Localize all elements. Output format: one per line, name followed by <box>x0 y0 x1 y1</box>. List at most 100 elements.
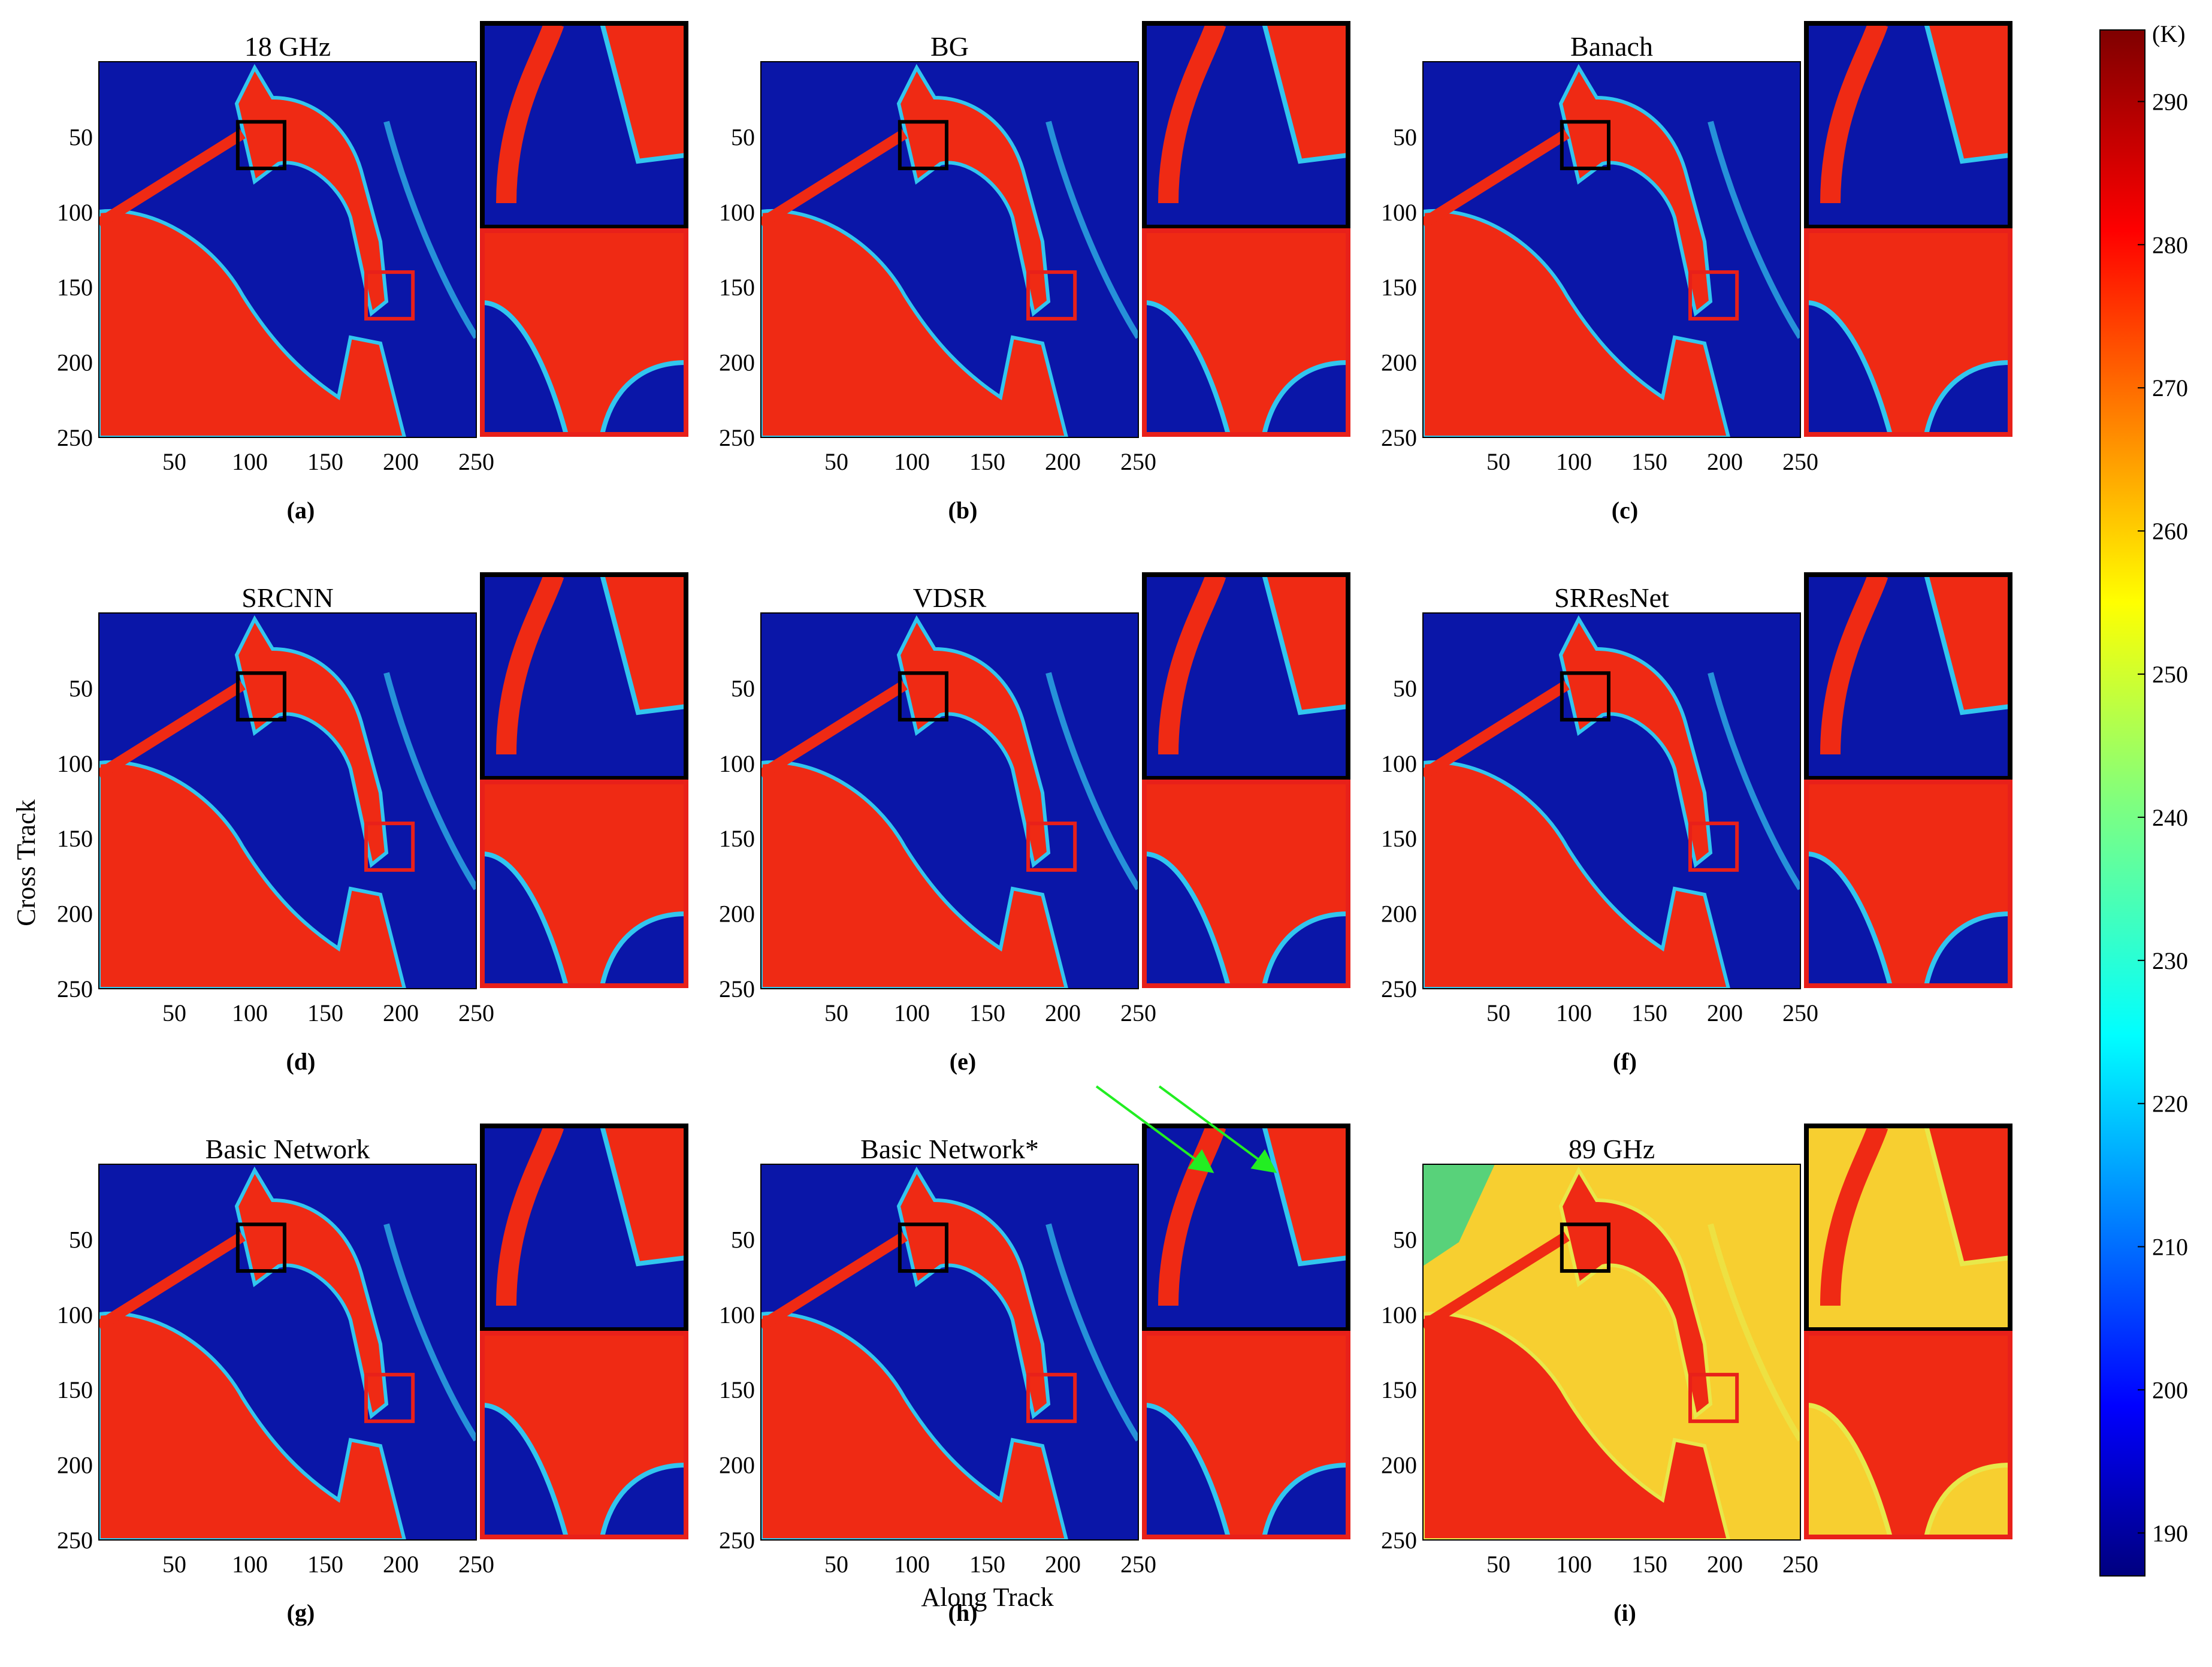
panel-c-x-tick: 200 <box>1707 448 1743 475</box>
colorbar-tick: 190 <box>2152 1520 2188 1547</box>
panel-b-x-tick: 50 <box>824 448 848 475</box>
panel-d-inset-black <box>480 572 688 781</box>
panel-c-label: (c) <box>1612 497 1638 524</box>
panel-d-inset-red <box>480 780 688 988</box>
colorbar-tick: 200 <box>2152 1376 2188 1403</box>
panel-i-zoom-box-black <box>1560 1222 1610 1273</box>
colorbar-unit: (K) <box>2152 20 2186 47</box>
panel-i-x-tick: 200 <box>1707 1551 1743 1578</box>
panel-h-title: Basic Network* <box>860 1134 1039 1164</box>
panel-a-coastal-strip <box>99 129 246 228</box>
panel-f-x-tick: 50 <box>1486 999 1510 1026</box>
panel-c-zoom-box-red <box>1688 270 1739 321</box>
panel-d-y-tick: 50 <box>69 675 93 702</box>
panel-b-y-tick: 150 <box>719 274 755 301</box>
panel-c-x-tick: 100 <box>1556 448 1592 475</box>
panel-h-y-tick: 100 <box>719 1301 755 1328</box>
panel-a-title: 18 GHz <box>244 31 331 62</box>
panel-i-y-tick: 50 <box>1393 1226 1417 1253</box>
panel-b-label: (b) <box>948 497 978 524</box>
panel-f-y-tick: 250 <box>1381 976 1417 1002</box>
panel-a-x-tick: 150 <box>307 448 343 475</box>
panel-f-x-tick: 150 <box>1631 999 1667 1026</box>
panel-i-x-tick: 250 <box>1782 1551 1818 1578</box>
panel-h-inset-red <box>1142 1331 1350 1539</box>
panel-f-land-ridge <box>1558 615 1713 868</box>
panel-d-y-tick: 100 <box>57 750 93 777</box>
panel-f-y-tick: 200 <box>1381 901 1417 928</box>
panel-g-zoom-box-red <box>364 1373 415 1423</box>
panel-d-x-tick: 200 <box>383 999 419 1026</box>
panel-h-map <box>761 1164 1138 1540</box>
panel-e-coastal-strip <box>761 680 908 780</box>
panel-c-x-tick: 50 <box>1486 448 1510 475</box>
panel-b-title: BG <box>930 31 969 62</box>
panel-b-y-tick: 50 <box>731 123 755 150</box>
panel-d-x-tick: 50 <box>162 999 186 1026</box>
panel-f-zoom-box-red <box>1688 822 1739 872</box>
panel-g-map-frame <box>98 1164 477 1541</box>
panel-b-x-tick: 100 <box>894 448 930 475</box>
panel-a-x-tick: 50 <box>162 448 186 475</box>
panel-g-x-tick: 150 <box>307 1551 343 1578</box>
panel-i-map <box>1423 1164 1800 1540</box>
panel-b-y-tick: 100 <box>719 199 755 226</box>
panel-e-inset-black <box>1142 572 1350 781</box>
colorbar-tick: 270 <box>2152 375 2188 401</box>
panel-i-x-tick: 150 <box>1631 1551 1667 1578</box>
panel-g-y-tick: 250 <box>57 1527 93 1554</box>
panel-h-zoom-box-red <box>1026 1373 1077 1423</box>
panel-a-x-tick: 100 <box>232 448 268 475</box>
panel-e-title: VDSR <box>913 582 987 613</box>
panel-g-y-tick: 200 <box>57 1452 93 1479</box>
panel-a-y-tick: 250 <box>57 424 93 451</box>
panel-e: VDSR 50 100 150 200 250 50 100 150 200 250 (e) <box>719 572 1350 1075</box>
panel-e-zoom-box-black <box>898 671 948 722</box>
panel-a-zoom-box-black <box>235 120 286 171</box>
panel-c-y-tick: 50 <box>1393 123 1417 150</box>
panel-a-zoom-box-red <box>364 270 415 321</box>
panel-g-x-tick: 200 <box>383 1551 419 1578</box>
colorbar-tick: 280 <box>2152 231 2188 258</box>
panel-a: 18 GHz 50 100 150 200 250 50 100 150 200 250 (a) <box>57 21 688 524</box>
colorbar-tick: 210 <box>2152 1234 2188 1261</box>
panel-c-y-tick: 200 <box>1381 349 1417 376</box>
panel-h-zoom-box-black <box>898 1222 948 1273</box>
panel-c-y-tick: 150 <box>1381 274 1417 301</box>
panel-i-y-tick: 250 <box>1381 1527 1417 1554</box>
panel-e-x-tick: 200 <box>1045 999 1081 1026</box>
panel-e-inset-red <box>1142 780 1350 988</box>
panel-g-y-tick: 50 <box>69 1226 93 1253</box>
panel-b-land-southwest <box>761 209 1069 437</box>
panel-a-inset-black <box>480 21 688 229</box>
panel-d-zoom-box-red <box>364 822 415 872</box>
panel-c-x-tick: 250 <box>1782 448 1818 475</box>
panel-e-zoom-box-red <box>1026 822 1077 872</box>
panel-g-y-tick: 100 <box>57 1301 93 1328</box>
panel-d-x-tick: 100 <box>232 999 268 1026</box>
panel-c-land-southwest <box>1423 209 1731 437</box>
panel-a-y-tick: 200 <box>57 349 93 376</box>
panel-g-land-ridge <box>234 1166 389 1420</box>
panel-i-inset-red <box>1804 1331 2012 1539</box>
panel-i-y-tick: 200 <box>1381 1452 1417 1479</box>
panel-c: Banach 50 100 150 200 250 50 100 150 200 250 (c) <box>1381 21 2012 524</box>
panel-c-y-tick: 100 <box>1381 199 1417 226</box>
panel-i-label: (i) <box>1613 1599 1636 1626</box>
y-axis-label: Cross Track <box>11 799 41 926</box>
panel-f: SRResNet 50 100 150 200 250 50 100 150 200 250 (f) <box>1381 572 2012 1075</box>
panel-e-x-tick: 150 <box>969 999 1005 1026</box>
panel-d-zoom-box-black <box>235 671 286 722</box>
panel-h-label: (h) <box>948 1599 978 1626</box>
panel-g-coastal-strip <box>99 1231 246 1331</box>
panel-d-map-frame <box>98 612 477 989</box>
colorbar-tick: 290 <box>2152 88 2188 115</box>
panel-f-streak <box>1708 672 1800 890</box>
panel-b-y-tick: 200 <box>719 349 755 376</box>
panel-c-inset-red <box>1804 228 2012 437</box>
panel-a-map <box>99 62 476 437</box>
panel-g-inset-red <box>480 1331 688 1539</box>
panel-g-x-tick: 50 <box>162 1551 186 1578</box>
panel-f-label: (f) <box>1613 1048 1637 1075</box>
